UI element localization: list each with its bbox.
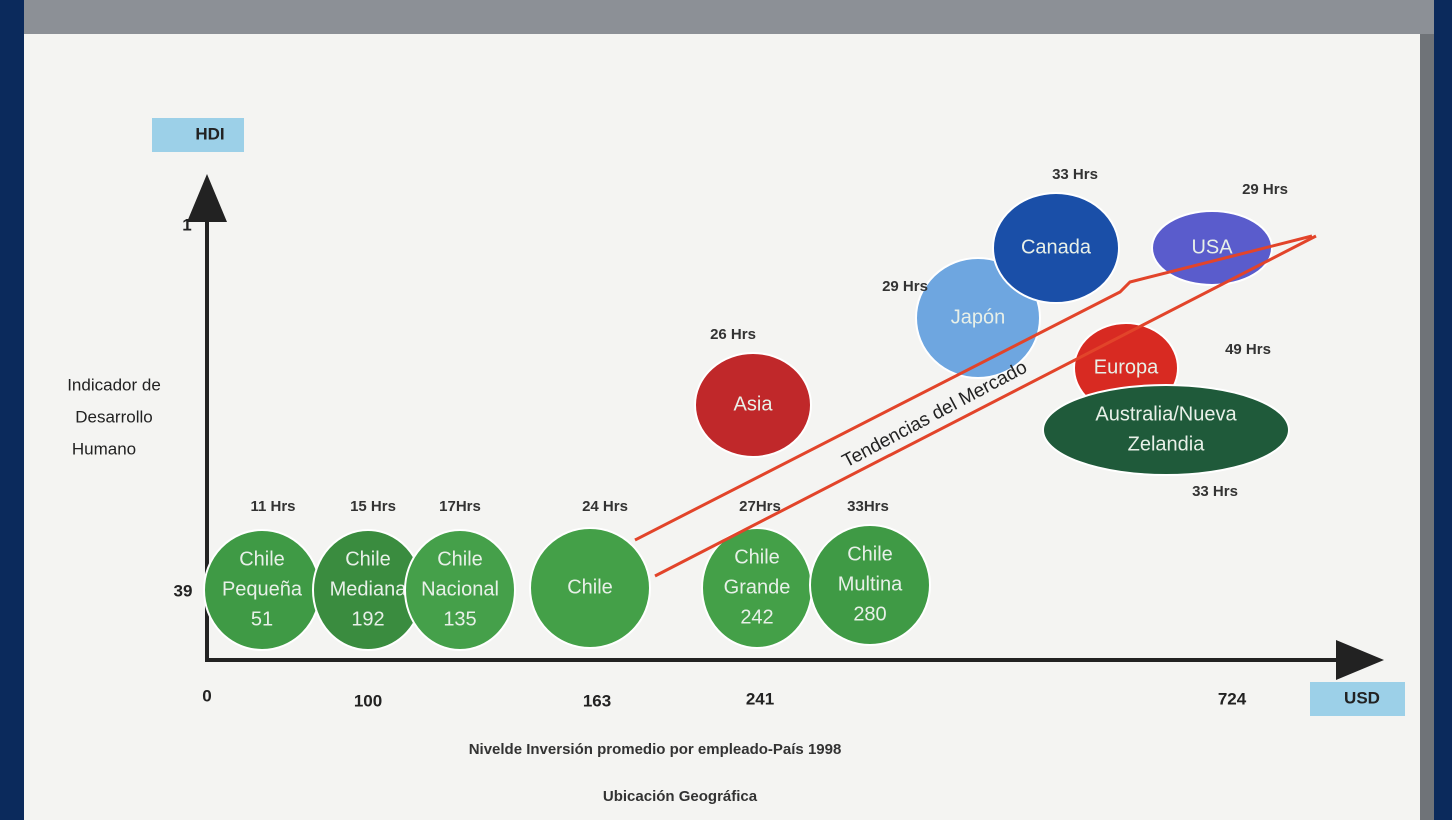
bubble (1151, 210, 1273, 286)
bubble-label: 135 (443, 608, 476, 630)
x-title: Nivelde Inversión promedio por empleado-… (469, 741, 842, 758)
usd-box (1310, 682, 1405, 716)
top-band (24, 0, 1434, 34)
bubble-label: Chile (345, 548, 391, 570)
bubble-label: Canada (1021, 236, 1092, 258)
y-title: Desarrollo (75, 407, 152, 426)
bubble-label: Asia (734, 393, 774, 415)
bubble-hours: 11 Hrs (250, 498, 295, 515)
bubble-label: Chile (239, 548, 285, 570)
bubble (404, 529, 516, 651)
bubble-hours: 33 Hrs (1052, 166, 1098, 183)
bubble-label: Chile (567, 576, 613, 598)
bubble-hours: 49 Hrs (1225, 341, 1271, 358)
y-title: Indicador de (67, 375, 161, 394)
bubble-hours: 26 Hrs (710, 326, 756, 343)
x-subtitle: Ubicación Geográfica (603, 788, 758, 805)
bubble-label: 192 (351, 608, 384, 630)
bubble (1042, 384, 1290, 476)
side-band (1420, 34, 1434, 820)
bubble-hours: 15 Hrs (350, 498, 396, 515)
bubble-label: Australia/Nueva (1095, 403, 1237, 425)
x-label: USD (1344, 688, 1380, 707)
bubble-label: Grande (724, 576, 791, 598)
x-tick: 0 (202, 686, 211, 705)
x-tick: 163 (583, 691, 611, 710)
bubble-label: Chile (437, 548, 483, 570)
bubble (809, 524, 931, 646)
bubble-label: Pequeña (222, 578, 303, 600)
y-tick: 39 (174, 581, 193, 600)
y-tick: 1 (182, 215, 191, 234)
bubble-label: Chile (734, 546, 780, 568)
hdi-box (152, 118, 244, 152)
bubble-label: Mediana (330, 578, 408, 600)
bubble-label: Europa (1094, 356, 1159, 378)
bubble-label: 242 (740, 606, 773, 628)
x-tick: 241 (746, 689, 774, 708)
bubble-hours: 33Hrs (847, 498, 889, 515)
bubble (529, 527, 651, 649)
bubble-label: 280 (853, 603, 886, 625)
bubble-hours: 33 Hrs (1192, 483, 1238, 500)
bubble-hours: 27Hrs (739, 498, 781, 515)
bubble-label: Chile (847, 543, 893, 565)
y-label: HDI (195, 124, 224, 143)
x-tick: 100 (354, 691, 382, 710)
trend-line (634, 234, 1313, 542)
x-tick: 724 (1218, 689, 1247, 708)
bubble-hours: 24 Hrs (582, 498, 628, 515)
bubble (992, 192, 1120, 304)
bubble-label: Multina (838, 573, 903, 595)
bubble-label: USA (1191, 236, 1233, 258)
bubble (694, 352, 812, 458)
bubble-label: Nacional (421, 578, 499, 600)
bubble-hours: 17Hrs (439, 498, 481, 515)
trend-line (654, 234, 1317, 578)
bubble-hours: 29 Hrs (1242, 181, 1288, 198)
y-title: Humano (72, 439, 136, 458)
bubble-label: Japón (951, 306, 1006, 328)
bubble-hours: 29 Hrs (882, 278, 928, 295)
bubble-label: 51 (251, 608, 273, 630)
bubble-label: Zelandia (1128, 433, 1206, 455)
